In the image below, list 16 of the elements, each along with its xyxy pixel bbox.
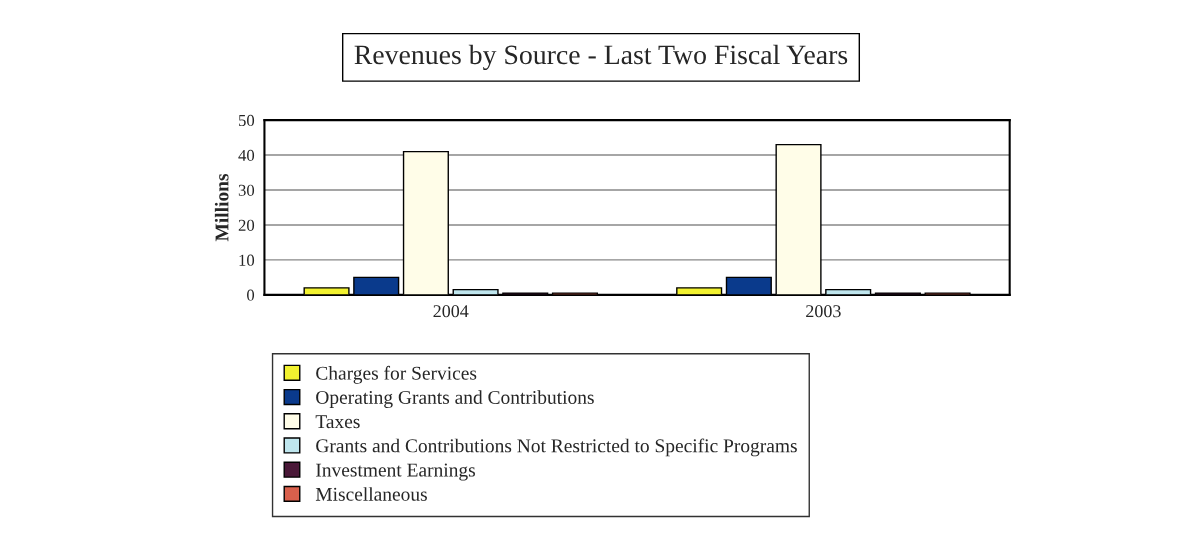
x-tick-label: 2003 — [806, 305, 841, 318]
y-tick-label: 40 — [238, 149, 255, 162]
y-tick-label: 50 — [239, 114, 255, 127]
legend-label: Operating Grants and Contributions — [316, 390, 594, 408]
y-axis-title: Millions — [214, 173, 229, 242]
y-tick-label: 0 — [247, 289, 255, 301]
legend-label: Investment Earnings — [316, 463, 475, 481]
y-tick-label: 10 — [239, 254, 255, 266]
legend-label: Miscellaneous — [315, 487, 427, 501]
y-tick-label: 30 — [238, 184, 255, 196]
legend-label: Grants and Contributions Not Restricted to Specific Programs — [316, 438, 797, 457]
legend-label: Charges for Services — [316, 365, 477, 384]
chart-title: Revenues by Source - Last Two Fiscal Years — [354, 44, 848, 70]
x-tick-label: 2004 — [433, 305, 469, 318]
legend-label: Taxes — [315, 415, 360, 429]
y-tick-label: 20 — [238, 219, 255, 231]
